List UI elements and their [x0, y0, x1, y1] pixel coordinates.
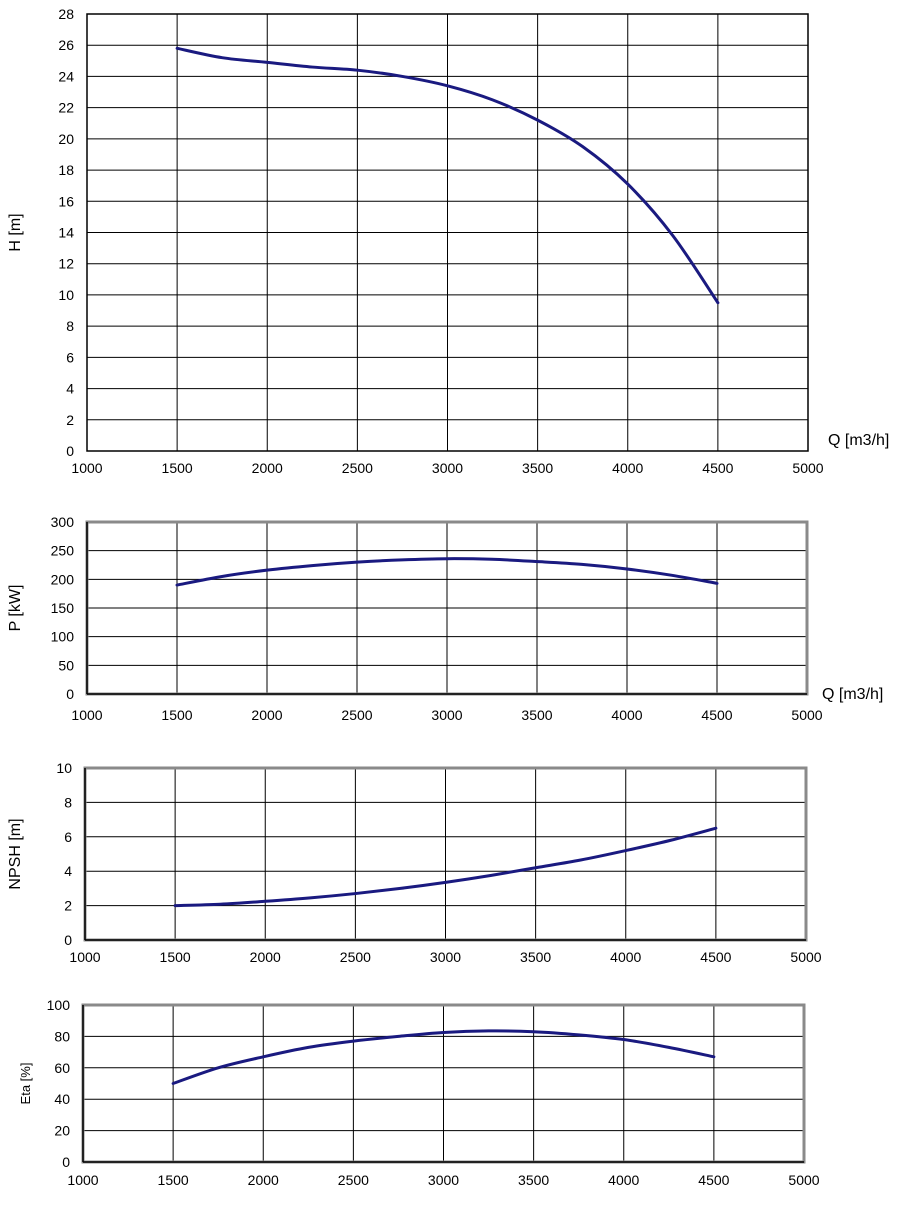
- y-tick-label: 20: [54, 1123, 70, 1139]
- y-tick-label: 300: [51, 514, 75, 530]
- y-tick-label: 26: [58, 37, 74, 53]
- y-tick-label: 100: [51, 629, 75, 645]
- y-tick-label: 4: [66, 381, 74, 397]
- y-tick-label: 20: [58, 131, 74, 147]
- y-tick-label: 2: [66, 412, 74, 428]
- x-tick-label: 2500: [338, 1172, 369, 1188]
- x-tick-label: 2500: [342, 460, 373, 476]
- y-tick-label: 50: [58, 657, 74, 673]
- x-tick-label: 5000: [788, 1172, 819, 1188]
- x-tick-label: 1500: [161, 707, 192, 723]
- x-tick-label: 2500: [340, 949, 371, 965]
- y-tick-label: 250: [51, 543, 75, 559]
- x-tick-label: 2000: [252, 460, 283, 476]
- y-tick-label: 22: [58, 100, 74, 116]
- x-tick-label: 4000: [612, 460, 643, 476]
- x-tick-label: 4500: [698, 1172, 729, 1188]
- series-line: [173, 826, 718, 908]
- x-tick-label: 2000: [251, 707, 282, 723]
- x-tick-label: 1500: [162, 460, 193, 476]
- y-tick-label: 24: [58, 68, 74, 84]
- x-axis-label: Q [m3/h]: [822, 686, 883, 703]
- x-tick-label: 4500: [702, 460, 733, 476]
- x-tick-label: 3000: [432, 460, 463, 476]
- y-tick-label: 14: [58, 225, 74, 241]
- y-axis-label: NPSH [m]: [7, 818, 24, 889]
- y-axis-label: Eta [%]: [18, 1063, 33, 1105]
- y-tick-label: 40: [54, 1091, 70, 1107]
- x-tick-label: 3500: [520, 949, 551, 965]
- y-tick-label: 100: [47, 997, 71, 1013]
- x-tick-label: 1500: [158, 1172, 189, 1188]
- x-axis-label: Q [m3/h]: [828, 432, 889, 449]
- y-axis-label: P [kW]: [7, 585, 24, 632]
- x-tick-label: 2000: [248, 1172, 279, 1188]
- y-tick-label: 2: [64, 898, 72, 914]
- y-tick-label: 10: [58, 287, 74, 303]
- y-tick-label: 12: [58, 256, 74, 272]
- series-line: [175, 46, 720, 305]
- y-tick-label: 60: [54, 1060, 70, 1076]
- y-tick-label: 150: [51, 600, 75, 616]
- chart-2: 1000 1500 2000 2500 3000 3500 4000 4500 5000 0 50 1…: [7, 514, 883, 723]
- x-tick-label: 3500: [522, 460, 553, 476]
- x-tick-label: 3000: [430, 949, 461, 965]
- x-tick-label: 2000: [250, 949, 281, 965]
- x-tick-label: 5000: [791, 707, 822, 723]
- series-line: [175, 557, 719, 587]
- x-tick-label: 1000: [71, 707, 102, 723]
- y-tick-label: 28: [58, 6, 74, 22]
- x-tick-label: 1000: [71, 460, 102, 476]
- x-tick-label: 4000: [610, 949, 641, 965]
- y-axis-label: H [m]: [7, 213, 24, 251]
- x-tick-label: 3500: [518, 1172, 549, 1188]
- chart-1: 1000 1500 2000 2500 3000 3500 4000 4500 50000246…: [7, 6, 889, 476]
- x-tick-label: 4500: [700, 949, 731, 965]
- y-tick-label: 0: [64, 932, 72, 948]
- x-tick-label: 2500: [341, 707, 372, 723]
- x-tick-label: 1000: [67, 1172, 98, 1188]
- x-tick-label: 4500: [701, 707, 732, 723]
- y-tick-label: 0: [62, 1154, 70, 1170]
- x-tick-label: 3000: [431, 707, 462, 723]
- x-tick-label: 1500: [160, 949, 191, 965]
- y-tick-label: 6: [64, 829, 72, 845]
- y-tick-label: 80: [54, 1028, 70, 1044]
- x-tick-label: 4000: [608, 1172, 639, 1188]
- x-tick-label: 4000: [611, 707, 642, 723]
- x-tick-label: 1000: [69, 949, 100, 965]
- x-tick-label: 3500: [521, 707, 552, 723]
- y-tick-label: 18: [58, 162, 74, 178]
- x-tick-label: 5000: [790, 949, 821, 965]
- y-tick-label: 0: [66, 686, 74, 702]
- y-tick-label: 10: [56, 760, 72, 776]
- series-line: [171, 1029, 716, 1085]
- chart-3: 1000 1500 2000 2500 3000 3500 4000 4500 5000 0 2 4 6…: [7, 760, 822, 965]
- y-tick-label: 8: [66, 318, 74, 334]
- x-tick-label: 5000: [792, 460, 823, 476]
- y-tick-label: 0: [66, 443, 74, 459]
- y-tick-label: 200: [51, 571, 75, 587]
- y-tick-label: 6: [66, 349, 74, 365]
- plot-frame: [86, 13, 809, 452]
- x-tick-label: 3000: [428, 1172, 459, 1188]
- y-tick-label: 8: [64, 794, 72, 810]
- chart-4: 1000 1500 2000 2500 3000 3500 4000 4500 5000 0 20 4…: [18, 997, 820, 1188]
- y-tick-label: 4: [64, 863, 72, 879]
- y-tick-label: 16: [58, 193, 74, 209]
